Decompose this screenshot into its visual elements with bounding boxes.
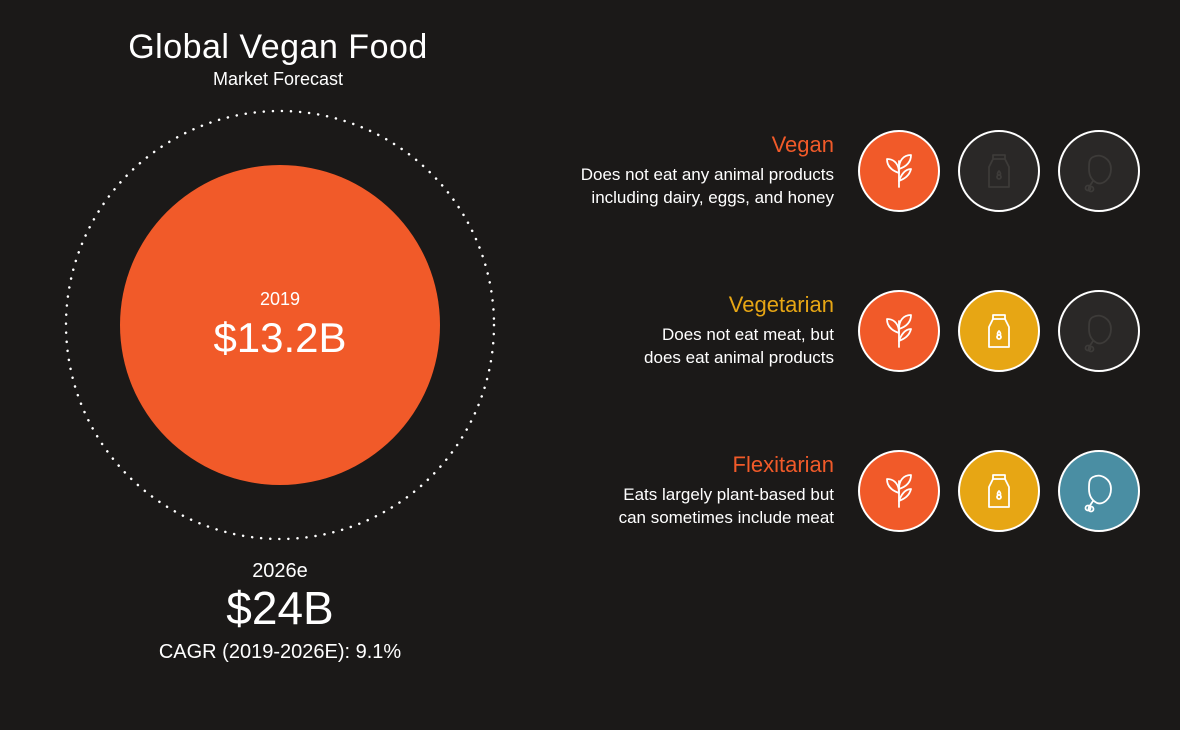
forecast-inner-circle: 2019 $13.2B bbox=[120, 165, 440, 485]
page-title: Global Vegan Food bbox=[118, 28, 438, 67]
diet-text: Vegetarian Does not eat meat, butdoes eat… bbox=[644, 292, 834, 370]
diet-text: Vegan Does not eat any animal productsinc… bbox=[581, 132, 834, 210]
forecast-value: $24B bbox=[150, 581, 410, 635]
diet-row-flexitarian: Flexitarian Eats largely plant-based butc… bbox=[619, 450, 1140, 532]
forecast-block: 2026e $24B CAGR (2019-2026E): 9.1% bbox=[150, 560, 410, 664]
current-year: 2019 bbox=[260, 289, 300, 310]
diet-text: Flexitarian Eats largely plant-based butc… bbox=[619, 452, 834, 530]
forecast-year: 2026e bbox=[150, 560, 410, 583]
diet-title: Flexitarian bbox=[619, 452, 834, 478]
header: Global Vegan Food Market Forecast bbox=[118, 28, 438, 90]
plant-icon bbox=[858, 130, 940, 212]
diet-description: Does not eat any animal productsincludin… bbox=[581, 164, 834, 210]
market-forecast-chart: 2019 $13.2B bbox=[60, 105, 500, 545]
page-subtitle: Market Forecast bbox=[118, 69, 438, 90]
milk-icon bbox=[958, 450, 1040, 532]
diet-description: Eats largely plant-based butcan sometime… bbox=[619, 484, 834, 530]
meat-icon bbox=[1058, 130, 1140, 212]
diet-title: Vegan bbox=[581, 132, 834, 158]
meat-icon bbox=[1058, 290, 1140, 372]
diet-row-vegan: Vegan Does not eat any animal productsinc… bbox=[581, 130, 1140, 212]
diet-title: Vegetarian bbox=[644, 292, 834, 318]
plant-icon bbox=[858, 450, 940, 532]
current-value: $13.2B bbox=[213, 314, 346, 362]
plant-icon bbox=[858, 290, 940, 372]
milk-icon bbox=[958, 290, 1040, 372]
diet-row-vegetarian: Vegetarian Does not eat meat, butdoes eat… bbox=[644, 290, 1140, 372]
cagr-label: CAGR (2019-2026E): 9.1% bbox=[150, 641, 410, 664]
diet-description: Does not eat meat, butdoes eat animal pr… bbox=[644, 324, 834, 370]
meat-icon bbox=[1058, 450, 1140, 532]
milk-icon bbox=[958, 130, 1040, 212]
